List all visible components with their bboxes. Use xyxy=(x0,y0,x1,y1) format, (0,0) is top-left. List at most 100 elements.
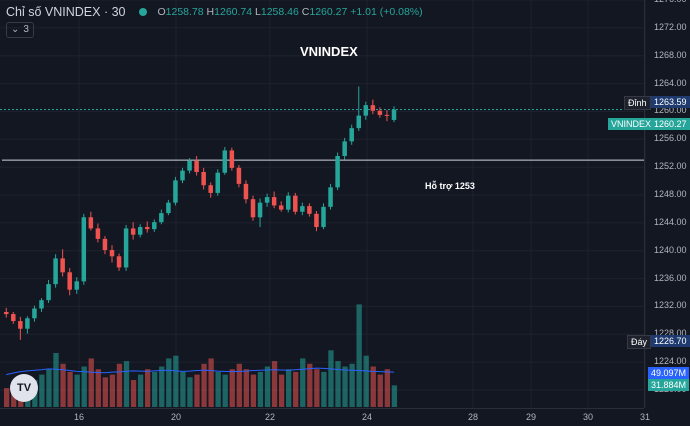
volume-bar xyxy=(293,371,299,407)
volume-bars xyxy=(4,304,398,407)
last-symbol: VNINDEX xyxy=(611,119,652,129)
volume-bar xyxy=(250,374,257,407)
candle-body xyxy=(271,197,277,206)
volume-bar xyxy=(201,363,207,407)
candle-body xyxy=(159,213,164,223)
volume-bar xyxy=(328,350,334,407)
price-tick-label: 1224.00 xyxy=(654,356,687,367)
volume-bar xyxy=(370,366,376,407)
volume-bar xyxy=(166,358,172,407)
price-tick-label: 1244.00 xyxy=(654,216,687,227)
time-tick-label: 30 xyxy=(583,412,594,422)
candle-body xyxy=(229,150,235,168)
volume-bar xyxy=(321,371,327,407)
volume-bar xyxy=(39,374,45,407)
price-tick-label: 1252.00 xyxy=(654,161,687,172)
time-tick-label: 22 xyxy=(265,412,276,422)
candle-body xyxy=(173,180,178,203)
volume-bar xyxy=(137,374,144,407)
volume-bar xyxy=(300,358,306,407)
trough-value: 1226.70 xyxy=(654,336,687,346)
candle-body xyxy=(32,308,37,319)
volume-bar xyxy=(384,369,390,407)
volume-bar xyxy=(222,374,228,407)
volume-bar xyxy=(11,390,17,407)
candle-body xyxy=(145,227,150,230)
time-tick-label: 24 xyxy=(362,412,373,422)
close-label: C xyxy=(301,6,310,18)
grid-lines xyxy=(0,0,646,408)
candle-body xyxy=(39,300,44,309)
volume-bar xyxy=(194,374,200,407)
volume-bar xyxy=(123,361,130,407)
candle-body xyxy=(243,183,249,200)
volume-bar xyxy=(314,369,320,407)
price-tick-label: 1272.00 xyxy=(654,21,687,32)
symbol-header: Chỉ số VNINDEX · 30 O1258.78 H1260.74 L1… xyxy=(6,4,423,20)
volume-bar xyxy=(208,358,214,407)
price-axis[interactable] xyxy=(644,0,690,408)
volume-bar xyxy=(187,377,193,407)
chart-title-annotation[interactable]: VNINDEX xyxy=(300,44,358,59)
candle-body xyxy=(194,160,199,173)
volume-tag: 31.884M xyxy=(648,379,690,391)
candle-body xyxy=(88,217,94,229)
volume-bar xyxy=(363,355,369,407)
volume-ma-value: 49.097M xyxy=(651,368,687,378)
time-axis[interactable] xyxy=(0,408,644,426)
candle-body xyxy=(356,115,361,129)
candle-body xyxy=(74,281,79,290)
symbol-title[interactable]: Chỉ số VNINDEX · 30 xyxy=(6,5,126,19)
candle-body xyxy=(215,172,220,193)
candle-body xyxy=(293,195,298,212)
indicators-toggle-button[interactable]: ⌄ 3 xyxy=(6,22,34,38)
volume-bar xyxy=(391,385,398,407)
volume-bar xyxy=(236,363,242,407)
candle-body xyxy=(286,195,291,210)
indicators-count: 3 xyxy=(23,24,29,35)
candle-body xyxy=(109,250,115,257)
candle-body xyxy=(384,114,390,116)
candle-body xyxy=(123,228,129,268)
candle-body xyxy=(187,160,192,171)
price-tick-label: 1260.00 xyxy=(654,105,687,116)
price-tick-label: 1228.00 xyxy=(654,328,687,339)
candle-body xyxy=(18,321,23,329)
volume-bar xyxy=(335,361,341,407)
volume-bar xyxy=(152,371,158,407)
peak-tag: Đỉnh xyxy=(624,96,651,110)
volume-bar xyxy=(109,374,116,407)
volume-bar xyxy=(173,355,179,407)
logo-text: TV xyxy=(16,382,32,394)
volume-bar xyxy=(215,371,221,407)
price-tick-label: 1240.00 xyxy=(654,244,687,255)
candle-body xyxy=(208,185,213,193)
volume-bar xyxy=(95,369,101,407)
volume-bar xyxy=(349,363,355,407)
price-tick-label: 1268.00 xyxy=(654,49,687,60)
candle-body xyxy=(166,202,171,214)
candle-body xyxy=(335,156,340,188)
volume-bar xyxy=(271,361,278,407)
volume-value: 31.884M xyxy=(651,380,687,390)
volume-bar xyxy=(60,363,66,407)
trough-tag: Đáy xyxy=(627,335,652,349)
tradingview-logo-icon[interactable]: TV xyxy=(10,374,38,402)
volume-bar xyxy=(278,374,285,407)
candle-body xyxy=(342,141,347,156)
candle-body xyxy=(349,128,354,142)
close-value: 1260.27 xyxy=(309,6,348,18)
time-tick-label: 28 xyxy=(468,412,479,422)
price-tick-label: 1232.00 xyxy=(654,300,687,311)
peak-label: Đỉnh xyxy=(628,98,647,108)
candle-body xyxy=(201,172,206,186)
volume-bar xyxy=(377,374,383,407)
volume-bar xyxy=(145,369,151,407)
volume-bar xyxy=(116,363,123,407)
price-tick-label: 1248.00 xyxy=(654,189,687,199)
support-label[interactable]: Hỗ trợ 1253 xyxy=(425,181,475,191)
volume-bar xyxy=(159,366,165,407)
candle-body xyxy=(278,205,284,210)
